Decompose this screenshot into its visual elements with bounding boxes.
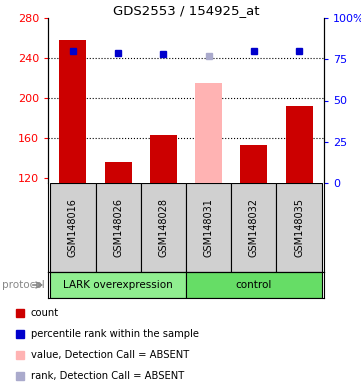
Text: value, Detection Call = ABSENT: value, Detection Call = ABSENT (31, 349, 189, 359)
Text: LARK overexpression: LARK overexpression (63, 280, 173, 290)
Text: count: count (31, 308, 59, 318)
Text: GSM148032: GSM148032 (249, 198, 259, 257)
Bar (59, 40, 86, 183)
FancyBboxPatch shape (186, 272, 322, 298)
Text: GSM148016: GSM148016 (68, 198, 78, 257)
Bar (105, 162, 132, 183)
FancyBboxPatch shape (231, 183, 277, 272)
Text: control: control (236, 280, 272, 290)
Text: GSM148035: GSM148035 (294, 198, 304, 257)
FancyBboxPatch shape (50, 272, 186, 298)
Text: GSM148028: GSM148028 (158, 198, 168, 257)
FancyBboxPatch shape (186, 183, 231, 272)
Text: percentile rank within the sample: percentile rank within the sample (31, 329, 199, 339)
FancyBboxPatch shape (141, 183, 186, 272)
Text: GSM148026: GSM148026 (113, 198, 123, 257)
Bar (286, 106, 313, 183)
Title: GDS2553 / 154925_at: GDS2553 / 154925_at (113, 4, 259, 17)
Bar (240, 145, 268, 183)
FancyBboxPatch shape (50, 183, 96, 272)
Text: GSM148031: GSM148031 (204, 198, 214, 257)
Text: protocol: protocol (2, 280, 44, 290)
FancyBboxPatch shape (96, 183, 141, 272)
Bar (150, 135, 177, 183)
FancyBboxPatch shape (277, 183, 322, 272)
Bar (195, 83, 222, 183)
Text: rank, Detection Call = ABSENT: rank, Detection Call = ABSENT (31, 371, 184, 381)
